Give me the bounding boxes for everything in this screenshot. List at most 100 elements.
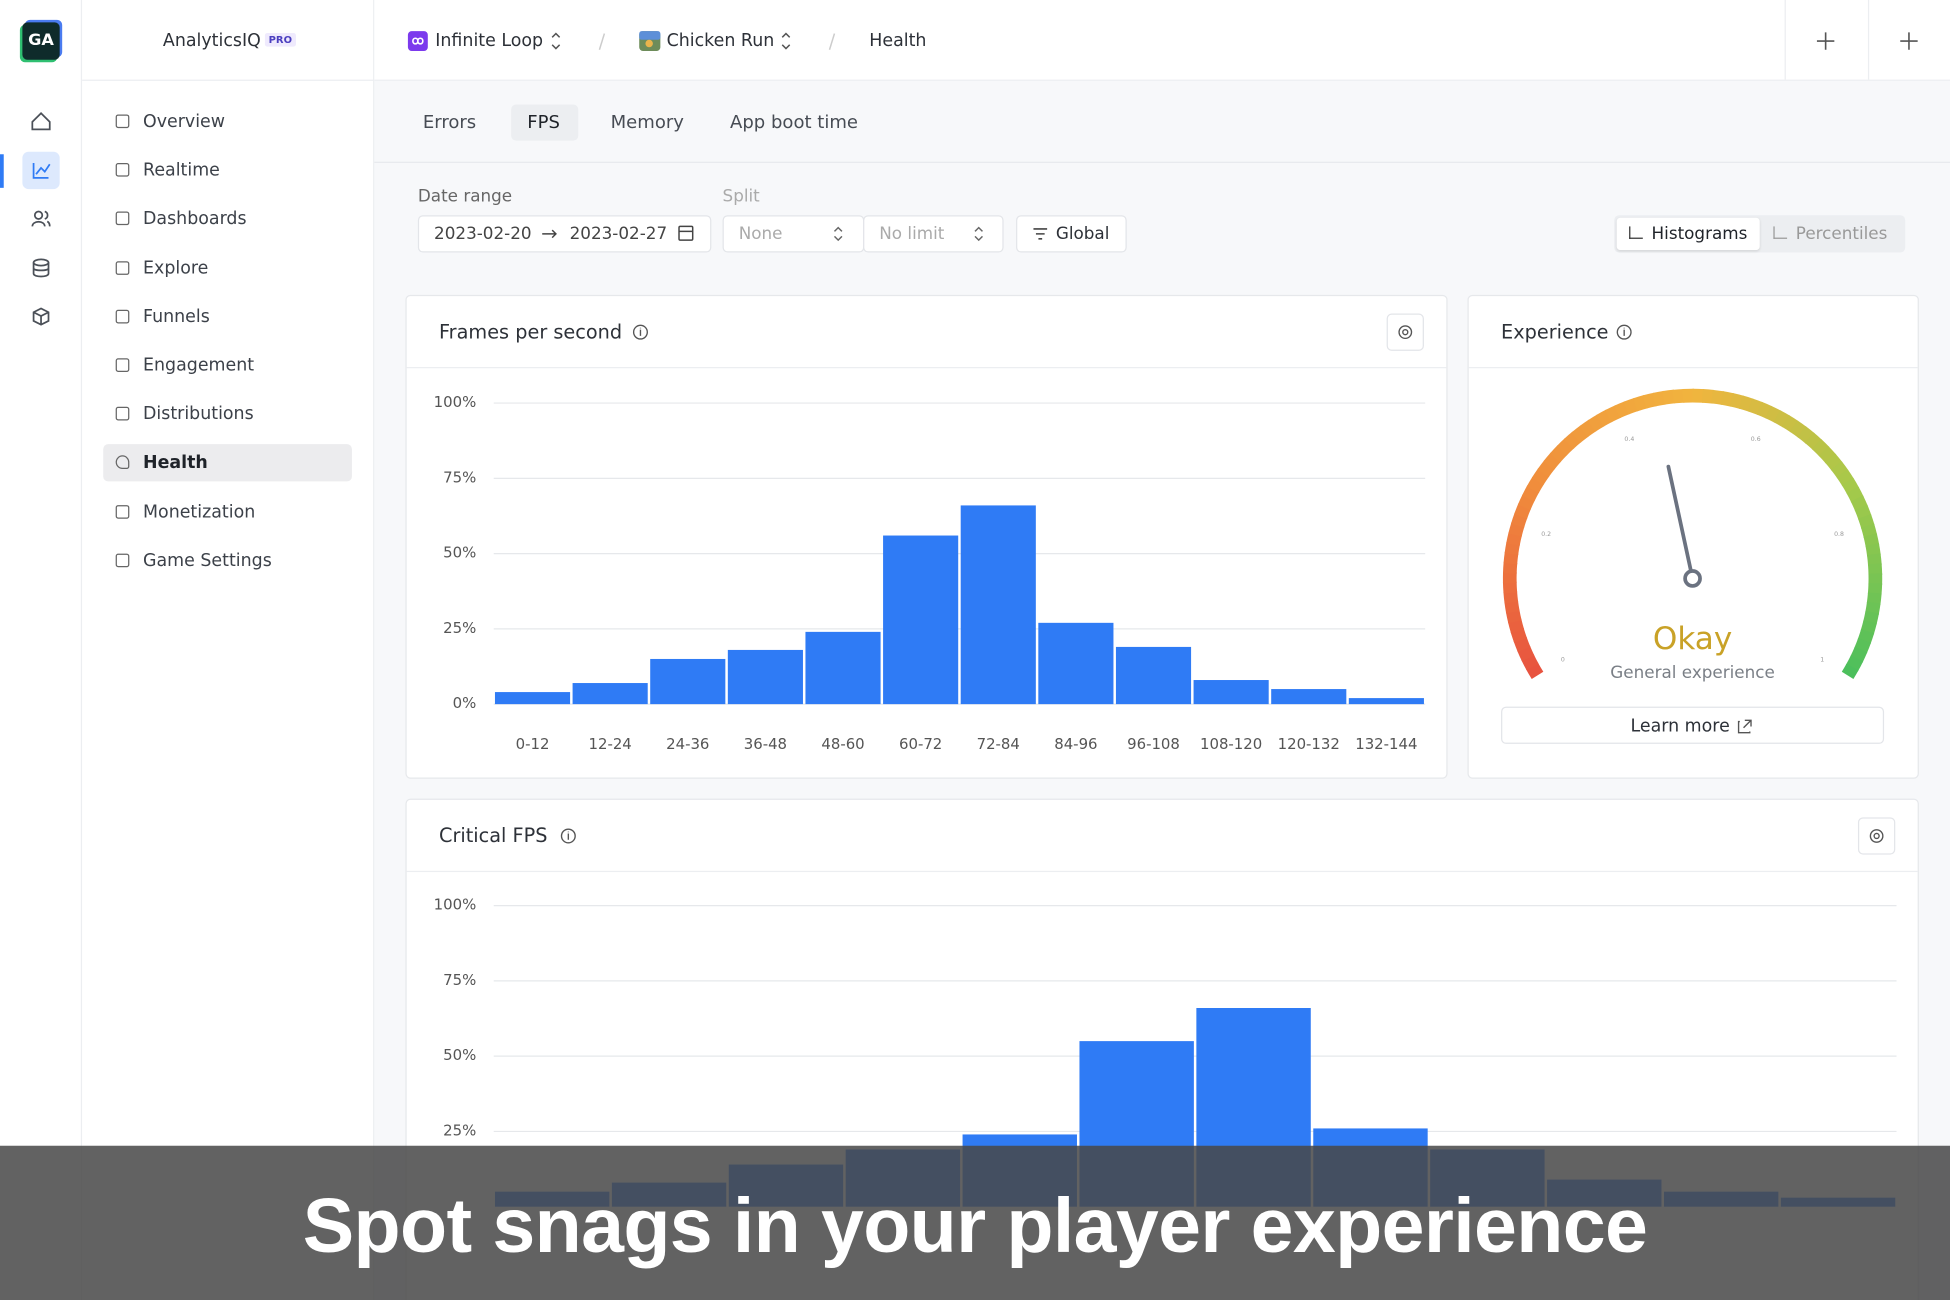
select-chevron[interactable]	[551, 32, 561, 50]
gauge-arc	[1747, 398, 1764, 416]
gauge-arc	[1797, 426, 1815, 444]
gauge-arc	[1526, 476, 1545, 494]
scope-value: Global	[1055, 223, 1110, 244]
nav-item[interactable]: Game Settings	[143, 550, 272, 571]
gauge-tick-label: 0.6	[1751, 436, 1761, 443]
gauge-arc	[1850, 646, 1868, 663]
gauge-arc	[1510, 627, 1528, 643]
gauge-arc	[1504, 541, 1520, 556]
scope-button[interactable]	[1016, 215, 1127, 253]
select-chevron[interactable]	[781, 32, 791, 50]
info-icon[interactable]	[632, 324, 648, 340]
nav-item[interactable]: Dashboards	[143, 209, 247, 230]
tab[interactable]: Errors	[422, 113, 477, 134]
tab[interactable]: FPS	[527, 113, 560, 134]
nav-icon	[115, 553, 130, 568]
separator	[828, 33, 836, 50]
gauge-arc	[1789, 420, 1807, 439]
nav-item[interactable]: Funnels	[143, 307, 210, 327]
tab-active-bg	[511, 104, 579, 141]
gauge-arc	[1867, 583, 1883, 596]
top-bar-icons	[407, 31, 1918, 52]
database-icon[interactable]	[32, 258, 50, 278]
toggle-item[interactable]: Percentiles	[1795, 223, 1888, 244]
bar	[1348, 698, 1424, 705]
nav-item[interactable]: Realtime	[143, 160, 220, 181]
calendar-icon[interactable]	[678, 225, 694, 241]
tab[interactable]: App boot time	[730, 113, 859, 134]
gauge-arc	[1537, 460, 1556, 478]
toggle-icon	[1629, 226, 1643, 239]
gauge-arc	[1543, 452, 1562, 470]
experience-panel	[1467, 294, 1919, 779]
gauge-arc	[1711, 389, 1725, 405]
info-icon[interactable]	[1616, 324, 1632, 340]
gauge-arc	[1867, 563, 1883, 576]
gear-icon	[1398, 325, 1413, 340]
bar	[494, 692, 571, 705]
breadcrumb-game[interactable]: Chicken Run	[666, 31, 775, 52]
gauge-arc	[1811, 439, 1830, 457]
gauge-needle	[1666, 464, 1695, 581]
gauge-arc	[1614, 401, 1630, 419]
gauge-arc	[1720, 391, 1735, 407]
brand-badge: PRO	[264, 32, 296, 47]
gauge-arc	[1866, 553, 1882, 566]
gauge-arc	[1571, 425, 1589, 443]
add-button[interactable]	[1900, 32, 1918, 50]
add-button[interactable]	[1816, 32, 1835, 50]
settings-button[interactable]	[1857, 817, 1896, 855]
caption: Spot snags in your player experience	[302, 1183, 1648, 1270]
tab[interactable]: Memory	[610, 113, 684, 134]
breadcrumb-project[interactable]: Infinite Loop	[435, 31, 544, 52]
bar	[650, 658, 726, 705]
gauge-arc	[1846, 486, 1864, 503]
gauge-arc	[1854, 504, 1872, 521]
nav-item[interactable]: Overview	[143, 111, 225, 132]
x-tick-label: 108-120	[1200, 735, 1262, 753]
toggle-item[interactable]: Histograms	[1651, 223, 1748, 244]
nav-item[interactable]: Health	[143, 453, 208, 474]
external-link-icon	[1737, 719, 1752, 734]
nav-item[interactable]: Explore	[143, 258, 209, 279]
logo[interactable]: GA	[22, 22, 60, 60]
date-range-input[interactable]	[417, 215, 712, 253]
split-select[interactable]	[722, 215, 865, 253]
home-icon[interactable]	[31, 111, 51, 131]
gauge-arc	[1858, 514, 1875, 529]
x-tick-label: 84-96	[1054, 735, 1097, 753]
date-icons	[542, 225, 694, 241]
gauge-arc	[1633, 395, 1648, 412]
divider	[1784, 0, 1786, 80]
gauge-arc	[1579, 419, 1597, 438]
gauge-arc	[1865, 543, 1881, 557]
x-tick-label: 24-36	[666, 735, 709, 753]
gauge-arc	[1804, 432, 1823, 451]
bar	[883, 535, 959, 705]
gauge-arc	[1508, 522, 1525, 537]
nav-icon	[115, 504, 130, 519]
nav-item[interactable]: Engagement	[143, 355, 255, 376]
separator	[598, 33, 606, 50]
settings-button[interactable]	[1386, 313, 1424, 351]
gauge-arc	[1504, 600, 1520, 614]
gauge-arc	[1860, 620, 1877, 635]
nav-item[interactable]: Distributions	[143, 404, 254, 425]
analytics-icon[interactable]	[32, 162, 51, 179]
filter-label: Split	[722, 186, 760, 207]
filter-icon	[1033, 228, 1048, 240]
gauge-tick-label: 1	[1820, 657, 1824, 664]
nav-item[interactable]: Monetization	[143, 502, 256, 522]
panel-divider	[1468, 366, 1918, 369]
gauge-tick-label: 0	[1561, 657, 1565, 664]
panel-title: Critical FPS	[438, 824, 548, 848]
gauge-arc	[1865, 601, 1881, 616]
x-tick-label: 60-72	[899, 735, 942, 753]
nav-icon	[115, 309, 130, 324]
info-icon[interactable]	[560, 828, 576, 844]
x-tick-label: 36-48	[744, 735, 787, 753]
limit-select[interactable]	[863, 215, 1004, 253]
users-icon[interactable]	[31, 210, 51, 227]
learn-more-button[interactable]	[1501, 706, 1885, 744]
package-icon[interactable]	[32, 307, 50, 326]
